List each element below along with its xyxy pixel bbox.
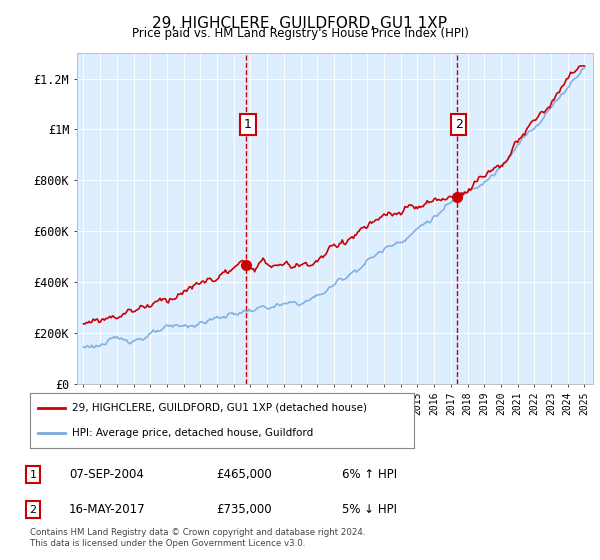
Text: 29, HIGHCLERE, GUILDFORD, GU1 1XP (detached house): 29, HIGHCLERE, GUILDFORD, GU1 1XP (detac…	[72, 403, 367, 413]
Text: 1: 1	[29, 470, 37, 480]
Text: 16-MAY-2017: 16-MAY-2017	[69, 503, 146, 516]
Text: 6% ↑ HPI: 6% ↑ HPI	[342, 468, 397, 482]
Text: 2: 2	[29, 505, 37, 515]
Text: Price paid vs. HM Land Registry's House Price Index (HPI): Price paid vs. HM Land Registry's House …	[131, 27, 469, 40]
Text: HPI: Average price, detached house, Guildford: HPI: Average price, detached house, Guil…	[72, 428, 313, 438]
Text: Contains HM Land Registry data © Crown copyright and database right 2024.
This d: Contains HM Land Registry data © Crown c…	[30, 528, 365, 548]
Text: 5% ↓ HPI: 5% ↓ HPI	[342, 503, 397, 516]
Text: 29, HIGHCLERE, GUILDFORD, GU1 1XP: 29, HIGHCLERE, GUILDFORD, GU1 1XP	[152, 16, 448, 31]
Text: 2: 2	[455, 118, 463, 131]
Text: £465,000: £465,000	[216, 468, 272, 482]
Text: 07-SEP-2004: 07-SEP-2004	[69, 468, 144, 482]
Text: 1: 1	[244, 118, 252, 131]
Text: £735,000: £735,000	[216, 503, 272, 516]
